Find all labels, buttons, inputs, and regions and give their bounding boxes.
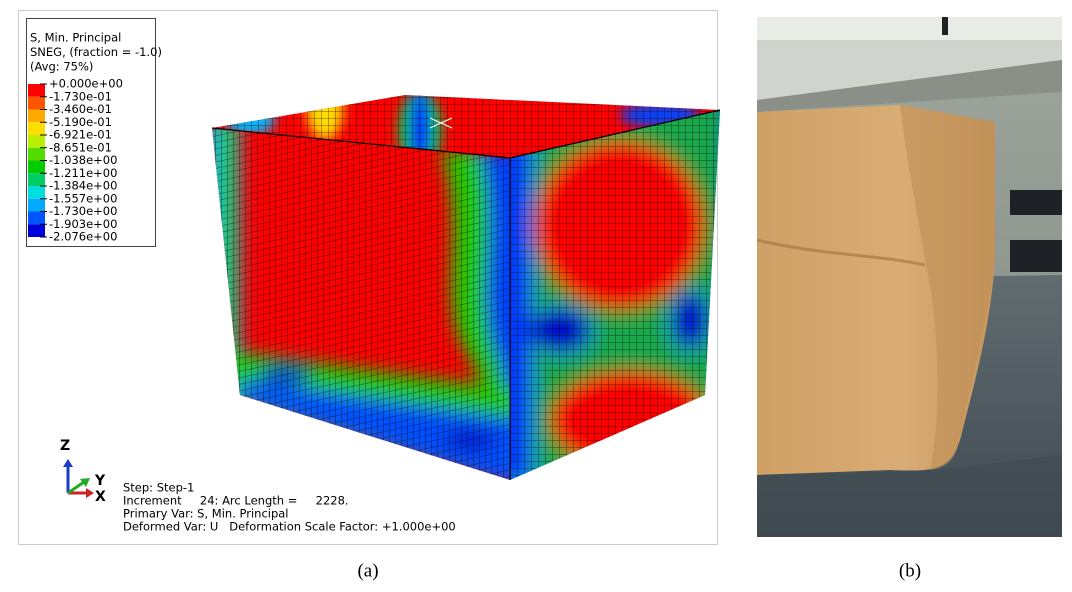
triad-y: Y (94, 473, 106, 489)
legend-swatch (28, 161, 45, 174)
page: S, Min. PrincipalSNEG, (fraction = -1.0)… (0, 0, 1072, 592)
legend-swatch (28, 135, 45, 148)
legend-title: SNEG, (fraction = -1.0) (30, 45, 162, 59)
legend-swatch (28, 97, 45, 110)
legend-title: (Avg: 75%) (30, 60, 93, 74)
info-line: Primary Var: S, Min. Principal (123, 507, 289, 521)
legend-swatch (28, 110, 45, 123)
legend-swatch (28, 224, 45, 237)
legend-swatch (28, 173, 45, 186)
figure: S, Min. PrincipalSNEG, (fraction = -1.0)… (0, 0, 1072, 588)
legend-swatch (28, 148, 45, 161)
info-line: Increment 24: Arc Length = 2228. (123, 494, 349, 508)
legend-swatch (28, 122, 45, 135)
triad-z: Z (60, 438, 70, 454)
legend-title: S, Min. Principal (30, 31, 121, 45)
legend-swatch (28, 186, 45, 199)
legend-swatch (28, 212, 45, 225)
info-line: Step: Step-1 (123, 481, 194, 495)
info-line: Deformed Var: U Deformation Scale Factor… (123, 520, 456, 534)
legend-swatch (28, 84, 45, 97)
photo (757, 17, 1062, 537)
caption-a: (a) (357, 560, 378, 581)
legend-swatch (28, 199, 45, 212)
legend-value: -2.076e+00 (49, 230, 117, 244)
triad-x: X (95, 489, 106, 505)
caption-b: (b) (899, 560, 921, 581)
